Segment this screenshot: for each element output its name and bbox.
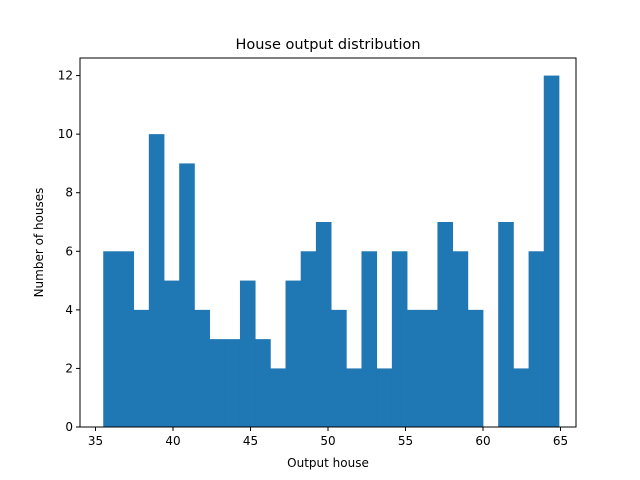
histogram-bar bbox=[194, 309, 210, 427]
chart-title: House output distribution bbox=[235, 37, 420, 53]
histogram-bar bbox=[361, 251, 378, 427]
y-tick-label: 6 bbox=[65, 244, 73, 258]
histogram-bar bbox=[407, 309, 423, 427]
histogram-bar bbox=[346, 368, 362, 427]
histogram-bar bbox=[528, 251, 545, 427]
histogram-bar bbox=[513, 368, 529, 427]
histogram-bar bbox=[467, 309, 484, 427]
histogram-bar bbox=[164, 280, 180, 427]
histogram-bar bbox=[543, 75, 560, 428]
histogram-bar bbox=[255, 339, 271, 427]
x-tick-label: 40 bbox=[165, 434, 180, 448]
histogram-bar bbox=[422, 309, 438, 427]
y-axis-ticks: 0 2 4 6 8 10 12 bbox=[58, 69, 80, 434]
histogram-bar bbox=[376, 368, 393, 427]
x-tick-label: 60 bbox=[475, 434, 490, 448]
histogram-bar bbox=[133, 309, 150, 427]
histogram-bar bbox=[437, 222, 454, 427]
x-tick-label: 65 bbox=[553, 434, 568, 448]
y-tick-label: 4 bbox=[65, 303, 73, 317]
plot-frame bbox=[79, 57, 577, 428]
histogram-bar bbox=[224, 339, 241, 427]
y-axis-label: Number of houses bbox=[32, 188, 46, 298]
y-tick-label: 0 bbox=[65, 420, 73, 434]
histogram-bar bbox=[285, 280, 302, 427]
y-tick-label: 12 bbox=[58, 69, 73, 83]
histogram-bar bbox=[209, 339, 226, 427]
histogram-bar bbox=[179, 163, 195, 427]
x-tick-label: 35 bbox=[88, 434, 103, 448]
histogram-bar bbox=[270, 368, 286, 427]
histogram-bar bbox=[300, 251, 317, 427]
histogram-bar bbox=[331, 309, 347, 427]
histogram-bar bbox=[315, 222, 332, 427]
x-tick-label: 45 bbox=[243, 434, 258, 448]
x-tick-label: 50 bbox=[320, 434, 335, 448]
histogram-bar bbox=[148, 134, 165, 427]
y-tick-label: 8 bbox=[65, 186, 73, 200]
x-tick-label: 55 bbox=[398, 434, 413, 448]
histogram-bar bbox=[391, 251, 408, 427]
y-tick-label: 2 bbox=[65, 361, 73, 375]
histogram-bar bbox=[103, 251, 119, 427]
histogram-bar bbox=[239, 280, 256, 427]
x-axis-ticks: 35 40 45 50 55 60 65 bbox=[88, 427, 568, 448]
histogram-bar bbox=[118, 251, 135, 427]
y-tick-label: 10 bbox=[58, 127, 73, 141]
bars-group bbox=[103, 75, 560, 428]
histogram-bar bbox=[452, 251, 469, 427]
histogram-bar bbox=[498, 222, 514, 427]
x-axis-label: Output house bbox=[287, 456, 369, 470]
